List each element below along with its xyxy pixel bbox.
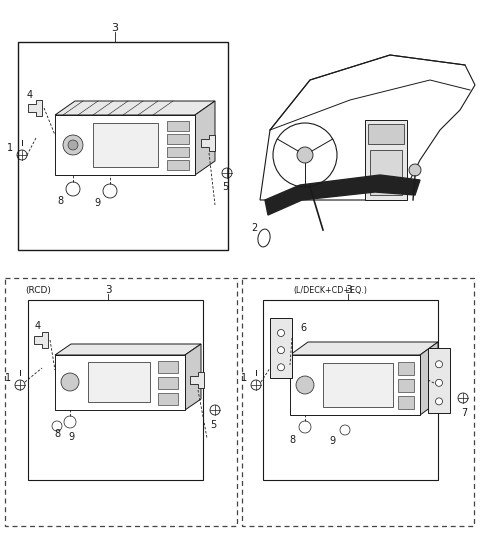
- Circle shape: [68, 140, 78, 150]
- Text: 7: 7: [461, 408, 467, 418]
- Polygon shape: [420, 342, 438, 415]
- Bar: [263, 300, 438, 480]
- Bar: [323, 363, 393, 407]
- Text: 9: 9: [94, 198, 100, 208]
- Bar: [290, 355, 420, 415]
- Bar: [365, 120, 407, 200]
- Bar: [167, 121, 189, 131]
- Text: 5: 5: [222, 182, 228, 192]
- Circle shape: [277, 364, 285, 371]
- Bar: [242, 278, 474, 526]
- Bar: [167, 160, 189, 170]
- Bar: [28, 300, 203, 480]
- Text: 3: 3: [105, 285, 111, 295]
- Circle shape: [63, 135, 83, 155]
- Text: 1: 1: [5, 373, 11, 383]
- Polygon shape: [28, 100, 42, 116]
- Text: 3: 3: [111, 23, 119, 33]
- Bar: [18, 42, 228, 250]
- Bar: [167, 134, 189, 144]
- Bar: [398, 379, 414, 392]
- Text: 4: 4: [27, 90, 33, 100]
- Text: 9: 9: [68, 432, 74, 442]
- Text: (L/DECK+CD+EQ.): (L/DECK+CD+EQ.): [293, 286, 367, 294]
- Bar: [270, 318, 292, 378]
- Bar: [158, 393, 178, 405]
- Polygon shape: [190, 372, 204, 388]
- Polygon shape: [290, 342, 438, 355]
- Bar: [368, 124, 404, 144]
- Bar: [398, 396, 414, 409]
- Polygon shape: [201, 135, 215, 151]
- Polygon shape: [55, 101, 215, 115]
- Circle shape: [277, 330, 285, 337]
- Text: 8: 8: [54, 429, 60, 439]
- Text: 3: 3: [345, 285, 351, 295]
- Circle shape: [296, 376, 314, 394]
- Text: 9: 9: [329, 436, 335, 446]
- Bar: [398, 362, 414, 375]
- Polygon shape: [185, 344, 201, 410]
- Circle shape: [409, 164, 421, 176]
- Bar: [88, 362, 150, 402]
- Polygon shape: [55, 344, 201, 355]
- Text: 5: 5: [210, 420, 216, 430]
- Text: 6: 6: [300, 323, 306, 333]
- Bar: [158, 361, 178, 373]
- Bar: [370, 150, 402, 195]
- Polygon shape: [260, 55, 475, 200]
- Bar: [167, 147, 189, 157]
- Polygon shape: [265, 175, 420, 215]
- Bar: [55, 115, 195, 175]
- Circle shape: [435, 361, 443, 368]
- Circle shape: [277, 347, 285, 354]
- Circle shape: [435, 398, 443, 405]
- Bar: [93, 123, 158, 167]
- Bar: [158, 377, 178, 389]
- Text: 8: 8: [289, 435, 295, 445]
- Bar: [5, 278, 237, 526]
- Polygon shape: [195, 101, 215, 175]
- Text: 8: 8: [57, 196, 63, 206]
- Polygon shape: [34, 332, 48, 348]
- Text: 1: 1: [241, 373, 247, 383]
- Text: 2: 2: [251, 223, 257, 233]
- Circle shape: [435, 379, 443, 386]
- Bar: [428, 348, 450, 413]
- Bar: [55, 355, 185, 410]
- Circle shape: [297, 147, 313, 163]
- Text: 4: 4: [35, 321, 41, 331]
- Circle shape: [61, 373, 79, 391]
- Text: (RCD): (RCD): [25, 286, 51, 294]
- Text: 1: 1: [7, 143, 13, 153]
